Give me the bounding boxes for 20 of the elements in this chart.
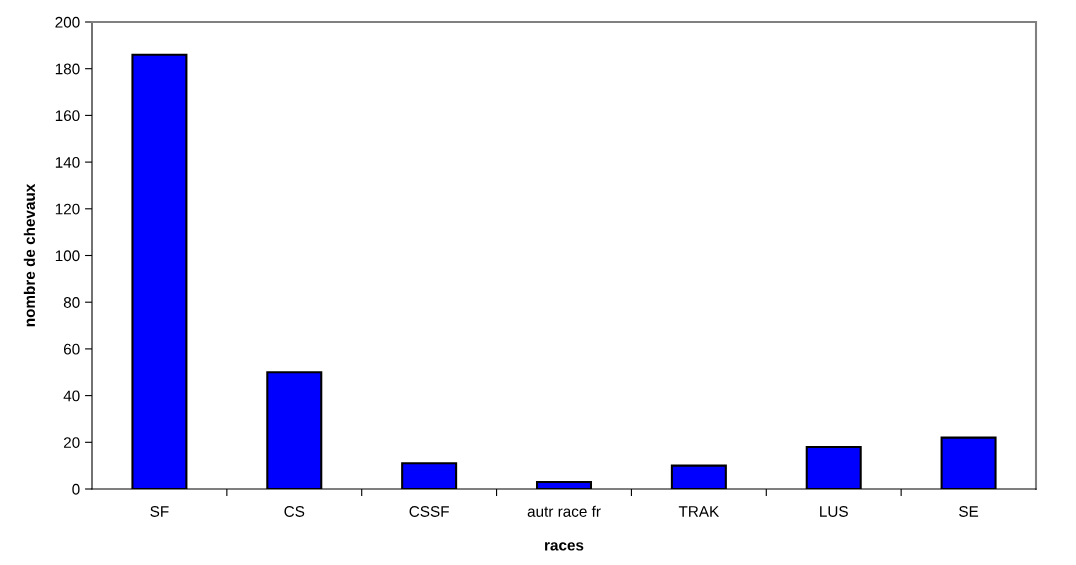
x-tick-label: autr race fr [527, 505, 601, 517]
x-tick-label: CS [284, 506, 305, 517]
y-tick-label: 60 [63, 343, 80, 355]
y-tick-label: 200 [55, 16, 80, 28]
y-tick-label: 160 [55, 110, 80, 122]
x-axis-title: races [545, 542, 584, 551]
y-axis-title: nombre de chevaux [23, 183, 36, 327]
y-tick-label: 20 [63, 437, 80, 448]
x-tick-label: SE [959, 506, 979, 517]
y-tick-label: 80 [63, 297, 80, 308]
y-tick-label: 100 [55, 250, 80, 262]
x-tick-label: TRAK [678, 506, 720, 517]
y-tick-label: 0 [72, 483, 80, 495]
x-tick-label: LUS [820, 506, 848, 517]
x-tick-label: SF [150, 506, 169, 517]
y-tick-label: 180 [55, 63, 80, 75]
y-tick-label: 40 [63, 390, 80, 402]
x-tick-label: CSSF [409, 506, 449, 517]
y-tick-label: 120 [55, 203, 80, 215]
y-tick-label: 140 [55, 156, 80, 168]
